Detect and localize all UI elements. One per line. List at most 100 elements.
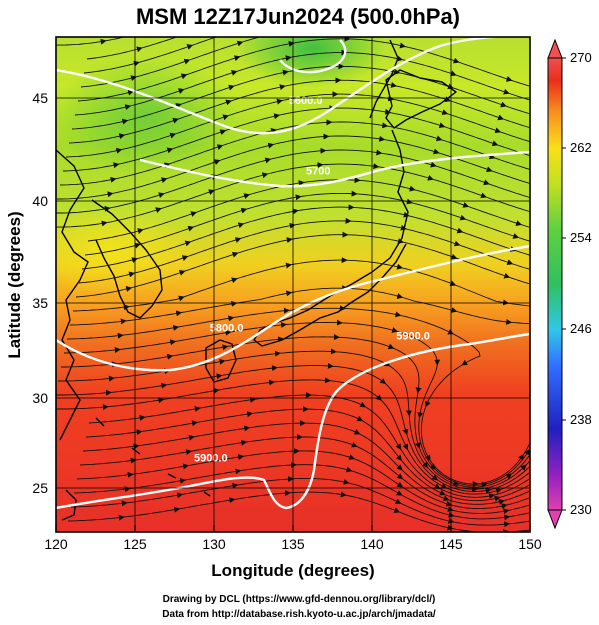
streamline-segment xyxy=(179,497,236,510)
streamline-segment xyxy=(175,114,230,135)
streamline-segment xyxy=(135,449,193,461)
streamline-segment xyxy=(351,470,403,496)
streamline-segment xyxy=(511,454,530,475)
streamline-segment xyxy=(129,477,187,489)
streamline-segment xyxy=(119,339,177,350)
streamline-segment xyxy=(126,492,184,504)
streamline-segment xyxy=(240,462,297,472)
streamline-segment xyxy=(348,482,402,504)
streamline-segment xyxy=(115,162,171,180)
streamline-segment xyxy=(116,353,174,365)
streamline-segment xyxy=(444,126,499,147)
y-axis-label: Latitude (degrees) xyxy=(5,211,24,358)
streamline-segment xyxy=(328,135,386,142)
streamline-segment xyxy=(462,231,517,252)
streamline-segment xyxy=(59,176,117,186)
streamline-segment xyxy=(347,234,404,244)
streamline-segment xyxy=(493,477,530,496)
streamline-segment xyxy=(107,397,165,408)
streamline-segment xyxy=(177,99,232,120)
streamline-segment xyxy=(88,414,146,424)
streamline-segment xyxy=(56,38,107,46)
streamline-segment xyxy=(485,196,530,213)
streamline-segment xyxy=(539,214,543,215)
gridlines xyxy=(56,37,530,532)
streamline-segment xyxy=(458,61,513,82)
streamline-segment xyxy=(303,177,361,184)
streamline-segment xyxy=(334,107,392,115)
y-tick-label: 45 xyxy=(32,90,48,106)
streamline-segment xyxy=(233,307,290,318)
streamline-segment xyxy=(233,69,289,87)
streamline-segment xyxy=(72,304,130,312)
streamline-segment xyxy=(400,502,455,524)
streamline-segment xyxy=(505,105,530,115)
streamline-segment xyxy=(230,322,287,333)
warm-band-shading xyxy=(56,205,195,295)
streamline-segment xyxy=(432,178,487,199)
streamline-segment xyxy=(63,347,121,354)
streamline-segment xyxy=(237,237,293,254)
streamline-segment xyxy=(345,494,401,513)
streamline-segment xyxy=(353,206,410,218)
streamline-segment xyxy=(468,206,523,226)
streamline-segment xyxy=(414,392,421,449)
streamline-segment xyxy=(122,324,180,336)
streamline-segment xyxy=(188,454,245,467)
streamline-segment xyxy=(141,420,198,432)
streamline-segment xyxy=(341,322,399,333)
streamline-segment xyxy=(322,163,380,170)
streamline-segment xyxy=(135,58,191,78)
streamline-segment xyxy=(390,112,446,129)
streamline-segment xyxy=(444,494,501,502)
streamline-segment xyxy=(331,121,389,129)
streamline-segment xyxy=(508,504,530,511)
streamline-segment xyxy=(491,170,530,184)
streamline-segment xyxy=(184,251,239,272)
x-axis-ticks xyxy=(55,525,531,532)
streamline-segment xyxy=(384,383,409,436)
x-axis-label: Longitude (degrees) xyxy=(211,561,374,580)
contour-label: 5600.0 xyxy=(289,95,323,107)
streamline-segment xyxy=(359,179,416,192)
streamline-segment xyxy=(465,218,520,239)
colorbar-bar xyxy=(547,57,563,511)
streamline-segment xyxy=(438,152,493,173)
streamline-segment xyxy=(381,152,437,168)
streamline-segment xyxy=(346,259,404,270)
coastline-japan-kyushu xyxy=(205,339,237,383)
streamline-segment xyxy=(66,332,124,340)
streamline-segment xyxy=(144,406,201,418)
streamline-segment xyxy=(112,177,168,194)
streamline-segment xyxy=(138,434,195,447)
streamline-segment xyxy=(402,296,458,313)
streamline-segment xyxy=(500,471,530,490)
streamline-segment xyxy=(186,55,241,76)
colorbar-tick-label: 254 xyxy=(570,230,592,245)
streamline-segment xyxy=(56,404,109,411)
contour-label: 5900.0 xyxy=(396,331,430,343)
streamline-segment xyxy=(110,382,168,393)
colorbar-tick-label: 262 xyxy=(570,140,592,155)
streamline-segment xyxy=(488,183,530,199)
streamlines xyxy=(56,37,543,532)
streamline-segment xyxy=(406,434,439,481)
streamline-segment xyxy=(56,389,112,396)
streamline-segment xyxy=(380,399,408,451)
streamline-segment xyxy=(246,194,302,210)
streamline-segment xyxy=(84,242,141,256)
streamline-segment xyxy=(190,222,245,243)
streamline-segment xyxy=(224,350,281,362)
streamline-segment xyxy=(525,460,530,466)
streamline-segment xyxy=(528,447,530,450)
streamline-segment xyxy=(344,308,402,318)
streamline-segment xyxy=(163,174,218,195)
streamline-segment xyxy=(523,441,530,455)
streamline-segment xyxy=(75,286,133,298)
credit-drawing: Drawing by DCL (https://www.gfd-dennou.o… xyxy=(163,594,436,605)
streamline-segment xyxy=(401,494,455,518)
streamline-segment xyxy=(292,477,350,485)
streamline-segment xyxy=(71,118,129,130)
streamline-segment xyxy=(276,362,334,369)
streamline-segment xyxy=(183,277,238,298)
